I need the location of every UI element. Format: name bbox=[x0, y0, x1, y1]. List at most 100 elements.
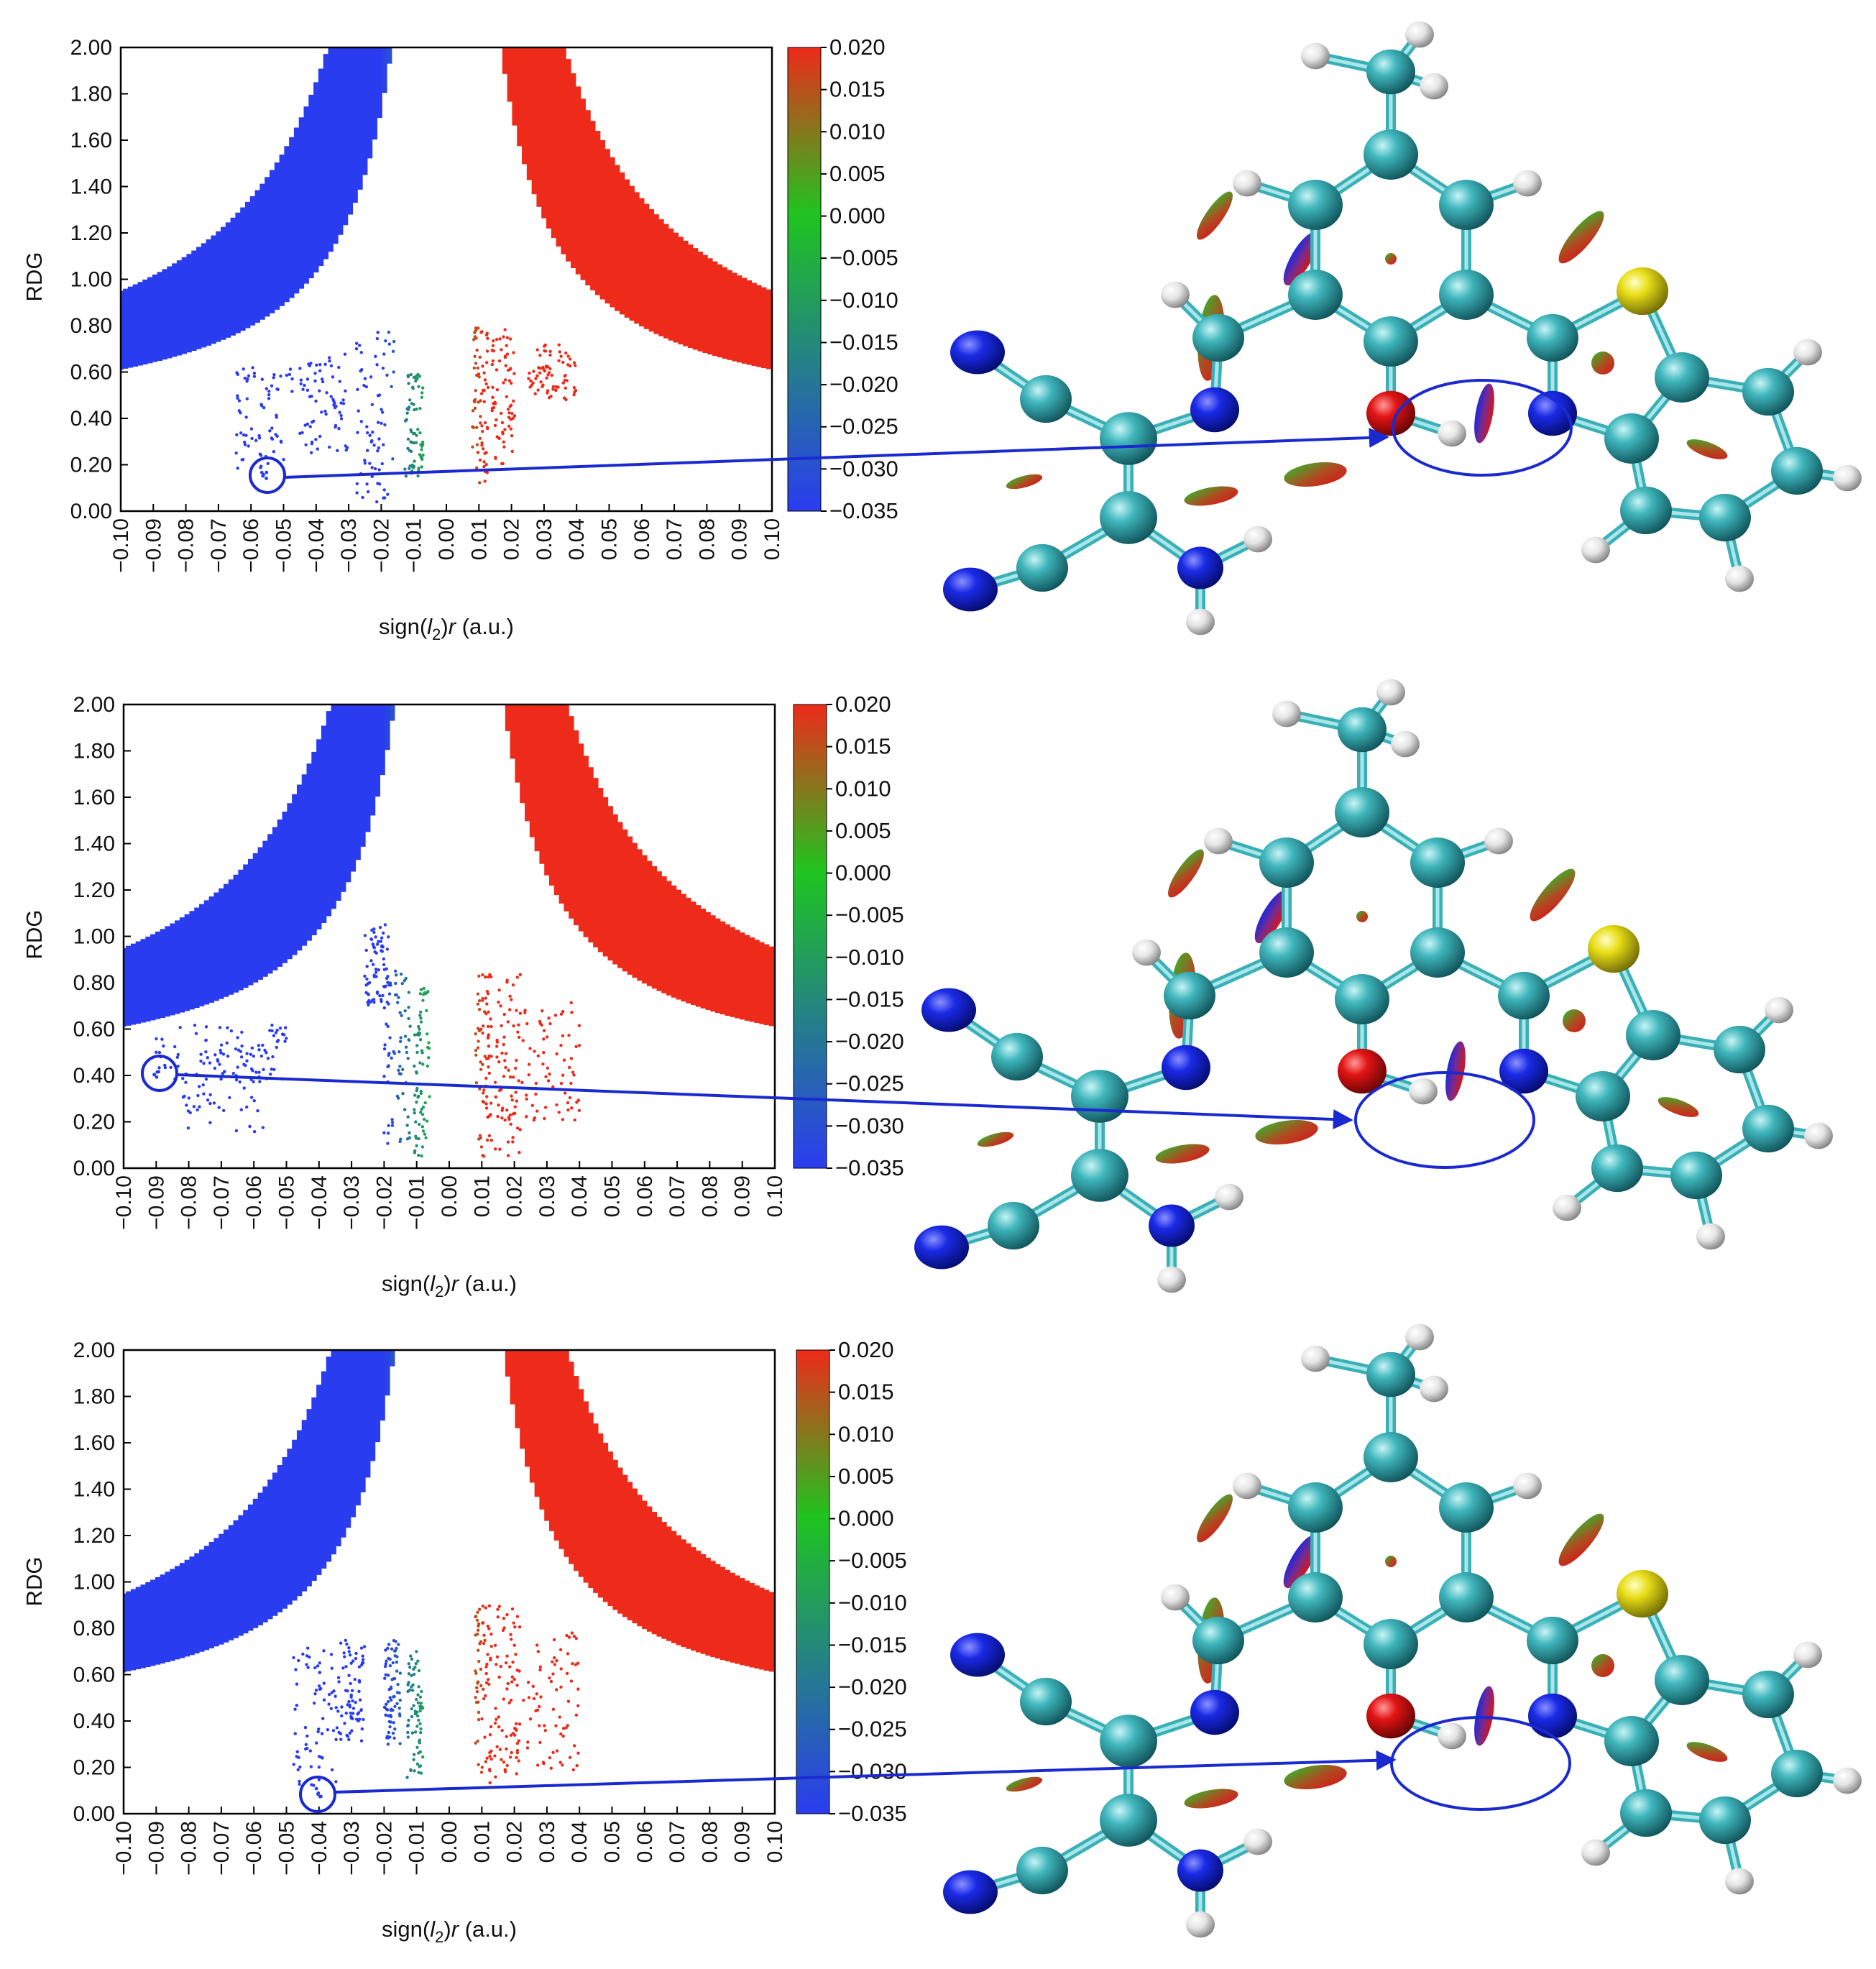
scatter-point bbox=[495, 1045, 499, 1048]
carbon-atom bbox=[1699, 1796, 1751, 1845]
scatter-point bbox=[338, 380, 341, 383]
scatter-point bbox=[363, 459, 367, 462]
scatter-point bbox=[395, 1702, 399, 1706]
scatter-point bbox=[566, 1652, 570, 1656]
scatter-point bbox=[366, 1001, 369, 1004]
scatter-point bbox=[416, 1701, 420, 1704]
scatter-point bbox=[493, 402, 497, 405]
scatter-point bbox=[293, 1732, 297, 1735]
scatter-point bbox=[377, 437, 381, 441]
scatter-point bbox=[361, 1661, 364, 1665]
scatter-point bbox=[390, 385, 393, 388]
colorbar-gradient bbox=[793, 704, 827, 1169]
scatter-point bbox=[512, 1075, 515, 1079]
scatter-point bbox=[485, 1756, 489, 1760]
x-ticks: −0.10 −0.09 −0.08 −0.07 −0.06 −0.05 −0.04 −0.03… bbox=[109, 504, 784, 573]
scatter-point bbox=[420, 1125, 425, 1129]
scatter-point bbox=[535, 348, 539, 352]
scatter-point bbox=[489, 1725, 493, 1729]
scatter-point bbox=[208, 1061, 212, 1065]
scatter-point bbox=[407, 1038, 410, 1042]
scatter-point bbox=[416, 1659, 420, 1663]
scatter-point bbox=[528, 1717, 533, 1721]
hydrogen-atom bbox=[1725, 565, 1754, 592]
scatter-point bbox=[491, 385, 495, 390]
scatter-point bbox=[515, 976, 519, 979]
scatter-point bbox=[500, 1106, 505, 1110]
scatter-point bbox=[242, 1086, 246, 1090]
scatter-point bbox=[482, 1101, 486, 1104]
y-tick-label: 1.00 bbox=[73, 1571, 115, 1594]
scatter-point bbox=[482, 460, 486, 464]
scatter-point bbox=[413, 408, 416, 412]
scatter-point bbox=[173, 1045, 177, 1049]
scatter-point bbox=[193, 1023, 197, 1027]
scatter-point bbox=[486, 385, 490, 390]
scatter-point bbox=[420, 395, 424, 400]
scatter-point bbox=[513, 1625, 517, 1629]
scatter-point bbox=[502, 1075, 506, 1078]
scatter-point bbox=[250, 1046, 254, 1050]
scatter-point bbox=[372, 975, 377, 978]
scatter-point bbox=[545, 1035, 549, 1039]
scatter-point bbox=[417, 467, 420, 470]
scatter-point bbox=[354, 346, 359, 351]
scatter-point bbox=[305, 1734, 309, 1738]
scatter-point bbox=[483, 975, 487, 979]
scatter-point bbox=[502, 1042, 505, 1047]
scatter-point bbox=[308, 425, 312, 428]
scatter-point bbox=[418, 407, 422, 410]
scatter-point bbox=[514, 1722, 518, 1725]
scatter-point bbox=[357, 1689, 361, 1694]
scatter-point bbox=[501, 1628, 505, 1633]
scatter-point bbox=[558, 1715, 561, 1719]
scatter-point bbox=[388, 1735, 392, 1739]
scatter-point bbox=[408, 467, 411, 470]
scatter-point bbox=[576, 1751, 580, 1755]
colorbar-tick-label: 0.010 bbox=[835, 776, 891, 801]
scatter-point bbox=[489, 1113, 492, 1116]
nci-surface bbox=[1197, 1494, 1233, 1543]
scatter-point bbox=[483, 1735, 487, 1739]
scatter-point bbox=[155, 1050, 158, 1054]
scatter-point bbox=[510, 449, 514, 454]
scatter-point bbox=[357, 1679, 362, 1683]
colorbar-tick-label: 0.015 bbox=[835, 734, 891, 759]
scatter-point bbox=[563, 1091, 567, 1095]
scatter-point bbox=[480, 441, 484, 445]
scatter-point bbox=[406, 1689, 410, 1694]
carbon-atom bbox=[1771, 446, 1823, 495]
y-tick-label: 0.60 bbox=[73, 1018, 115, 1042]
scatter-point bbox=[391, 349, 395, 353]
scatter-point bbox=[334, 1706, 338, 1709]
scatter-point bbox=[505, 395, 509, 399]
scatter-point bbox=[477, 1039, 480, 1043]
nitrogen-atom bbox=[943, 1870, 998, 1914]
scatter-point bbox=[339, 1738, 343, 1741]
scatter-point bbox=[525, 1022, 529, 1026]
x-axis-label: sign(l2)r (a.u.) bbox=[379, 614, 514, 643]
scatter-point bbox=[403, 1108, 407, 1111]
scatter-point bbox=[397, 1643, 400, 1646]
scatter-point bbox=[297, 1755, 300, 1759]
scatter-point bbox=[199, 1052, 203, 1056]
scatter-point bbox=[557, 343, 561, 347]
scatter-point bbox=[490, 409, 494, 413]
y-tick-label: 0.80 bbox=[73, 971, 115, 995]
colorbar-tick-label: 0.005 bbox=[838, 1464, 894, 1489]
scatter-point bbox=[188, 1111, 192, 1115]
y-ticks: 0.000.200.400.600.801.001.201.401.601.80… bbox=[70, 36, 128, 523]
scatter-point bbox=[296, 1768, 300, 1771]
scatter-point bbox=[536, 1650, 541, 1653]
scatter-point bbox=[388, 981, 392, 985]
scatter-point bbox=[204, 1025, 208, 1029]
scatter-point bbox=[208, 1121, 212, 1124]
colorbar-ticks: 0.0200.0150.0100.0050.000−0.005−0.010−0.… bbox=[827, 692, 904, 1180]
scatter-point bbox=[474, 1053, 478, 1057]
nci-surface bbox=[1284, 1765, 1347, 1789]
nci-surface bbox=[1283, 1534, 1319, 1589]
scatter-point bbox=[418, 1014, 422, 1017]
carbon-atom bbox=[1366, 49, 1415, 95]
nitrogen-atom bbox=[950, 330, 1005, 375]
scatter-point bbox=[417, 1685, 420, 1689]
